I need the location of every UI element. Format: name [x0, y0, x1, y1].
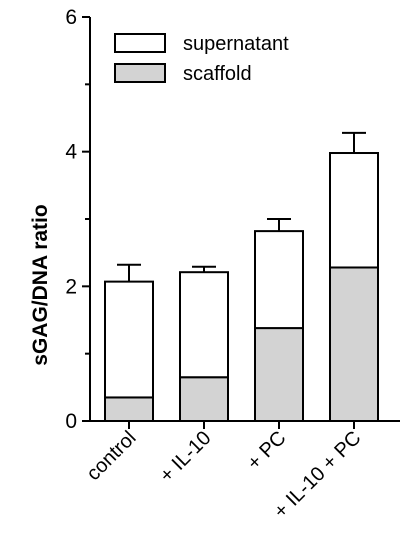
bar-scaffold-2 [254, 327, 304, 422]
bar-supernatant-1 [179, 271, 229, 379]
legend: supernatant scaffold [114, 33, 289, 85]
y-axis-title: sGAG/DNA ratio [29, 204, 52, 365]
bar-scaffold-1 [179, 376, 229, 423]
legend-label-scaffold: scaffold [183, 63, 252, 85]
bar-supernatant-3 [329, 152, 379, 269]
y-tick-label-1: 2 [65, 275, 77, 298]
bar-supernatant-0 [104, 280, 154, 399]
bar-supernatant-2 [254, 230, 304, 330]
legend-swatch-scaffold [114, 63, 166, 83]
y-tick-label-0: 0 [65, 410, 77, 433]
y-tick-label-3: 6 [65, 6, 77, 29]
bars-layer [104, 131, 379, 423]
bar-scaffold-3 [329, 266, 379, 423]
legend-label-supernatant: supernatant [183, 33, 289, 55]
y-tick-label-2: 4 [65, 141, 77, 164]
x-tick-label-0: control [83, 427, 141, 485]
x-tick-label-1: + IL-10 [156, 427, 216, 487]
x-tick-label-2: + PC [243, 427, 290, 474]
legend-swatch-supernatant [114, 33, 166, 53]
bar-scaffold-0 [104, 396, 154, 422]
